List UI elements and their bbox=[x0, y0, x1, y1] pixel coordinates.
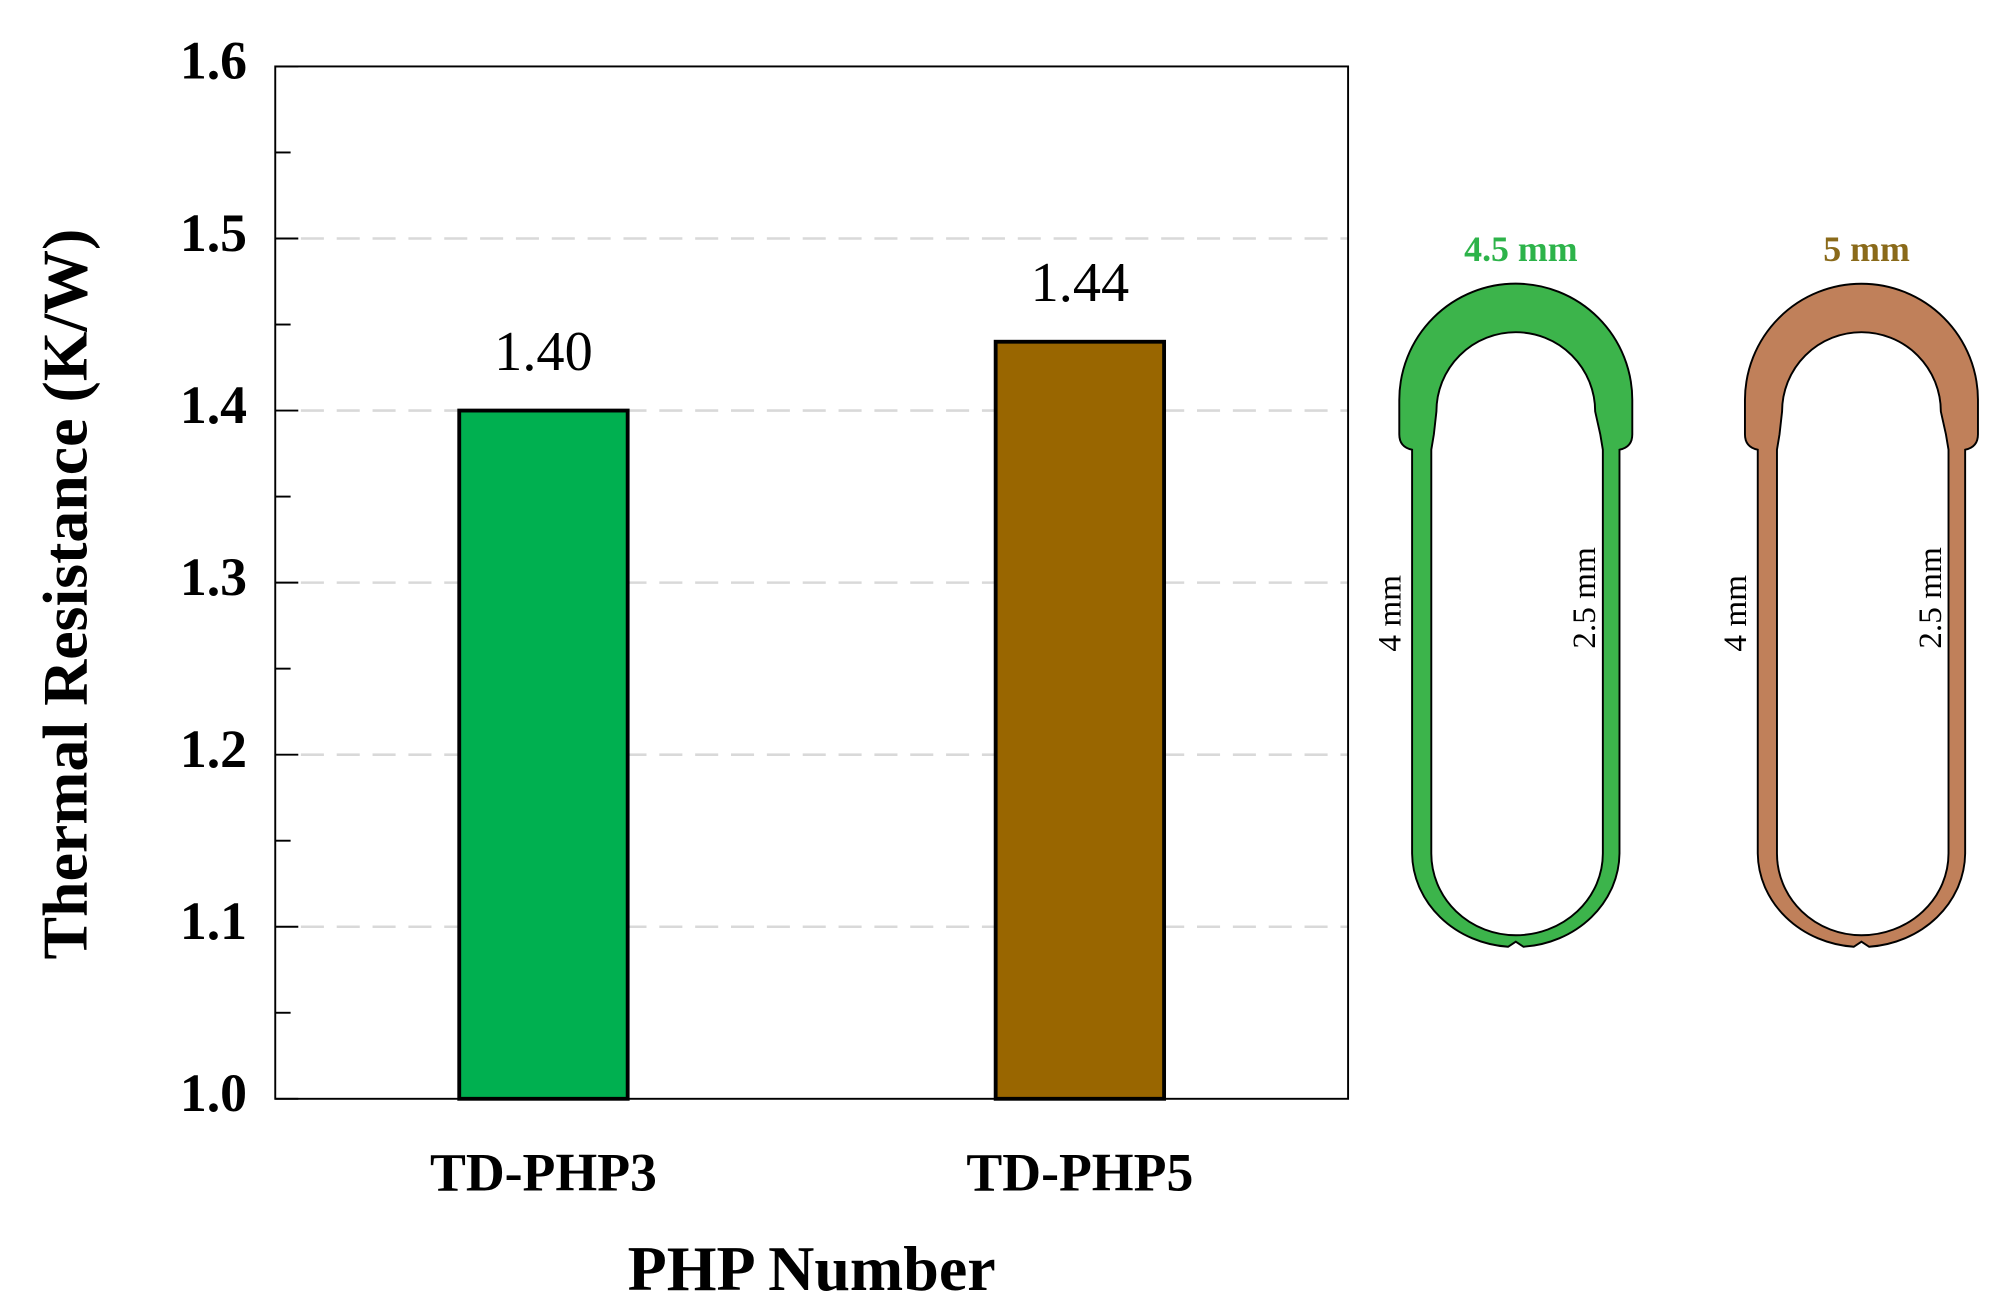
y-tick-label: 1.1 bbox=[180, 891, 247, 951]
y-tick-label: 1.4 bbox=[180, 375, 247, 435]
diagram-title: 5 mm bbox=[1823, 229, 1910, 269]
value-label: 1.40 bbox=[494, 321, 593, 383]
tube-channel bbox=[1430, 331, 1604, 937]
diagram-right-label: 2.5 mm bbox=[1912, 547, 1949, 649]
y-tick-label: 1.3 bbox=[180, 547, 247, 607]
y-tick-label: 1.5 bbox=[180, 203, 247, 263]
diagram-title: 4.5 mm bbox=[1464, 229, 1578, 269]
tube-channel bbox=[1775, 331, 1950, 937]
y-axis-title: Thermal Resistance (K/W) bbox=[29, 229, 100, 960]
y-tick-label: 1.2 bbox=[180, 719, 247, 779]
diagram-left-label: 4 mm bbox=[1371, 575, 1408, 652]
y-tick-label: 1.0 bbox=[180, 1063, 247, 1123]
diagram-right-label: 2.5 mm bbox=[1566, 547, 1603, 649]
x-axis-title: PHP Number bbox=[628, 1233, 996, 1304]
value-label: 1.44 bbox=[1031, 252, 1130, 314]
bar bbox=[457, 408, 630, 1101]
plot-frame bbox=[274, 65, 1350, 1100]
bar bbox=[993, 339, 1167, 1101]
x-tick-label: TD-PHP5 bbox=[966, 1142, 1193, 1202]
y-tick-label: 1.6 bbox=[180, 31, 247, 91]
diagram-left-label: 4 mm bbox=[1717, 575, 1754, 652]
x-tick-label: TD-PHP3 bbox=[430, 1142, 657, 1202]
